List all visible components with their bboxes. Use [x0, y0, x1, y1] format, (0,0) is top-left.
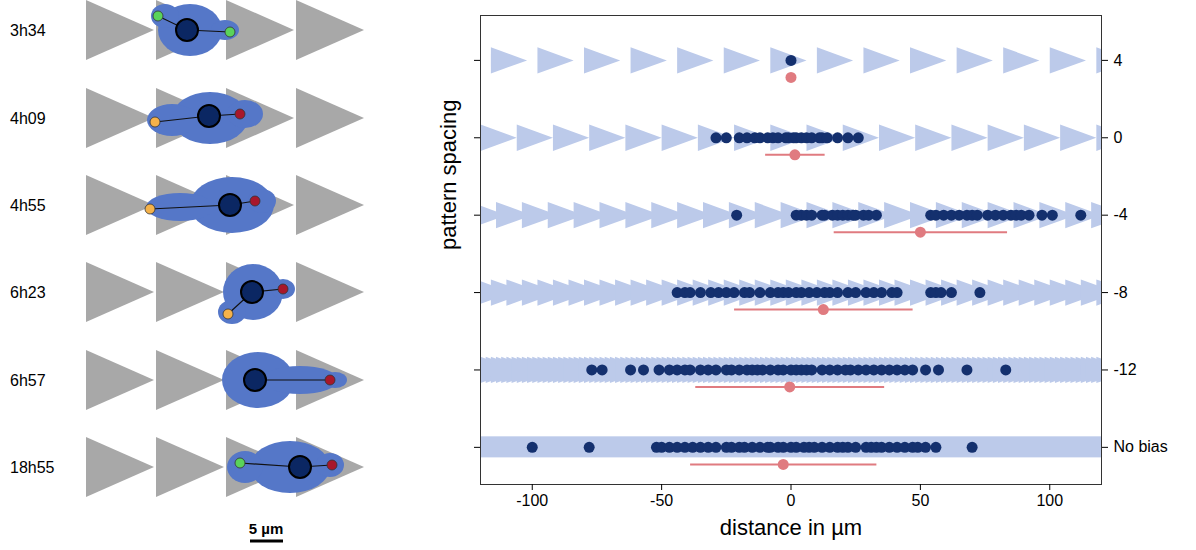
svg-text:18h55: 18h55	[10, 459, 55, 476]
svg-text:-50: -50	[650, 492, 673, 509]
svg-text:3h34: 3h34	[10, 22, 46, 39]
svg-text:pattern spacing: pattern spacing	[436, 100, 461, 250]
svg-text:No bias: No bias	[1114, 438, 1168, 455]
svg-text:-12: -12	[1114, 361, 1137, 378]
svg-text:0: 0	[787, 492, 796, 509]
svg-text:distance in µm: distance in µm	[720, 515, 862, 540]
svg-text:6h23: 6h23	[10, 284, 46, 301]
svg-text:100: 100	[1036, 492, 1063, 509]
svg-text:-4: -4	[1114, 206, 1128, 223]
svg-text:6h57: 6h57	[10, 372, 46, 389]
svg-text:0: 0	[1114, 129, 1123, 146]
svg-text:4h55: 4h55	[10, 197, 46, 214]
svg-text:-8: -8	[1114, 284, 1128, 301]
svg-text:50: 50	[911, 492, 929, 509]
svg-text:4h09: 4h09	[10, 110, 46, 127]
svg-text:-100: -100	[516, 492, 548, 509]
svg-text:4: 4	[1114, 52, 1123, 69]
svg-text:5 µm: 5 µm	[249, 520, 284, 537]
